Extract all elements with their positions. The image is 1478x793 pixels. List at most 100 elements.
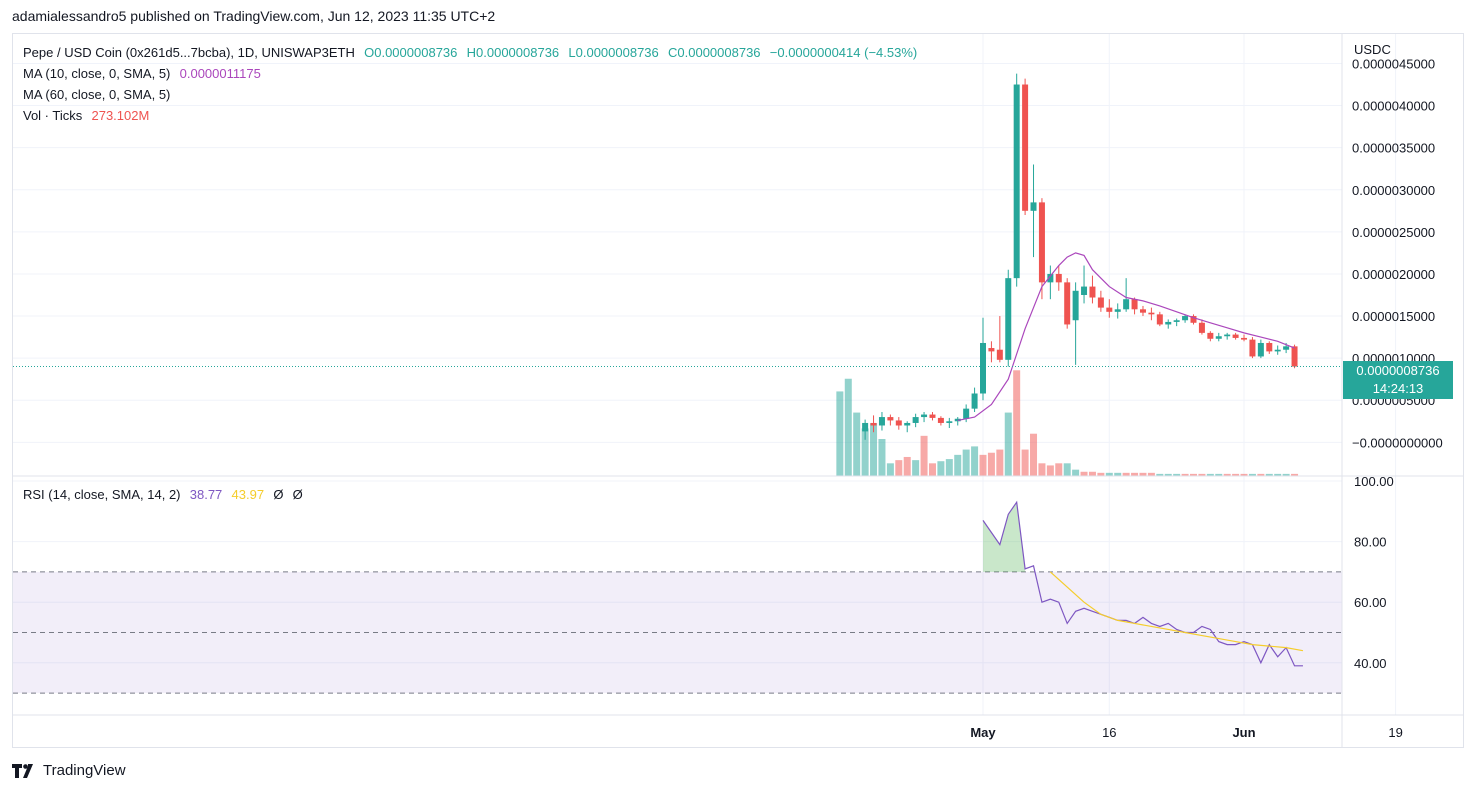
candle-body [887,417,894,421]
rsi-extra-1: Ø [273,487,284,502]
volume-bar [945,459,953,476]
volume-bar [1257,473,1265,476]
volume-bar [1080,471,1088,476]
published-caption: adamialessandro5 published on TradingVie… [12,8,496,24]
low-value: L0.0000008736 [568,45,659,60]
price-tick-label: −0.0000000000 [1352,435,1443,450]
candle-body [1047,273,1054,283]
candle-body [937,417,944,423]
candle-body [1241,337,1248,340]
candle-body [1022,84,1029,211]
price-tick-label: 0.0000025000 [1352,225,1435,240]
volume-bar [920,435,928,476]
price-tick-label: 0.0000030000 [1352,183,1435,198]
candle-body [1081,286,1088,295]
volume-bar [903,456,911,476]
chart-frame [12,33,1464,748]
axes [13,34,1464,748]
time-tick-label: Jun [1232,725,1255,740]
candlestick-series [862,73,1298,440]
volume-bar [1265,473,1273,476]
volume-bar [962,449,970,476]
volume-bar [1164,473,1172,476]
volume-bar [937,461,945,476]
last-price-tag: 0.0000008736 14:24:13 [1343,361,1453,399]
candle-body [980,342,986,394]
price-tick-label: 0.0000045000 [1352,56,1435,71]
volume-bar [1198,473,1206,476]
volume-bar [912,460,920,476]
volume-bar [1291,473,1299,476]
volume-label: Vol · Ticks [23,108,83,123]
candle-body [1064,282,1071,325]
high-value: H0.0000008736 [466,45,560,60]
rsi-tick-label: 60.00 [1354,595,1387,610]
volume-bars [836,370,1299,476]
candle-body [963,408,970,419]
volume-legend[interactable]: Vol · Ticks 273.102M [23,108,151,123]
price-tick-label: 0.0000015000 [1352,309,1435,324]
volume-bar [1046,465,1054,476]
candle-body [1198,322,1205,333]
ma60-legend[interactable]: MA (60, close, 0, SMA, 5) [23,87,172,102]
candle-body [862,422,869,432]
ma10-legend[interactable]: MA (10, close, 0, SMA, 5) 0.0000011175 [23,66,263,81]
volume-bar [1215,473,1223,476]
volume-bar [1105,472,1113,476]
candle-body [1097,297,1104,308]
volume-bar [1055,463,1063,476]
candle-body [971,393,978,409]
candle-body [1257,342,1264,357]
candle-body [870,422,877,426]
candle-body [1089,286,1096,298]
rsi-band-background [13,571,1342,694]
volume-bar [1004,412,1012,476]
candle-body [1148,312,1155,315]
candle-body [1030,202,1037,211]
candle-body [1072,290,1079,321]
rsi-extra-2: Ø [292,487,303,502]
rsi-lines [982,500,1304,667]
volume-bar [1021,449,1029,476]
candle-body [1215,336,1222,339]
volume-bar [1030,433,1038,476]
volume-bar [853,412,861,476]
volume-bar [1223,473,1231,476]
time-tick-label: 16 [1102,725,1116,740]
candle-body [1131,299,1138,310]
candle-body [1283,346,1290,350]
change-value: −0.0000000414 (−4.53%) [769,45,918,60]
volume-bar [861,428,869,476]
rsi-tick-label: 40.00 [1354,656,1387,671]
candle-body [996,349,1003,360]
rsi-overbought-fill [983,502,1026,572]
candle-body [1005,278,1012,360]
candle-body [1274,349,1281,352]
volume-bar [870,423,878,476]
candle-body [1232,334,1239,338]
volume-bar [1114,472,1122,476]
volume-bar [1013,370,1021,476]
rsi-tick-label: 80.00 [1354,535,1387,550]
candle-body [946,421,953,423]
tradingview-brand[interactable]: TradingView [12,762,126,779]
currency-label: USDC [1354,42,1391,57]
candle-body [895,420,902,426]
volume-bar [1072,469,1080,476]
price-tick-label: 0.0000035000 [1352,141,1435,156]
symbol-legend[interactable]: Pepe / USD Coin (0x261d5...7bcba), 1D, U… [23,45,919,60]
ma10-polyline [957,252,1295,422]
ma10-label: MA (10, close, 0, SMA, 5) [23,66,171,81]
candle-body [1055,273,1062,283]
time-axis-labels[interactable]: May 16 Jun 19 [970,725,1402,740]
candle-body [1013,84,1020,279]
last-price-value: 0.0000008736 [1356,363,1440,378]
volume-bar [1097,472,1105,476]
ma10-line [13,252,1342,422]
candle-body [1224,334,1231,337]
rsi-legend[interactable]: RSI (14, close, SMA, 14, 2) 38.77 43.97 … [23,487,305,502]
volume-bar [895,460,903,476]
volume-bar [987,452,995,476]
